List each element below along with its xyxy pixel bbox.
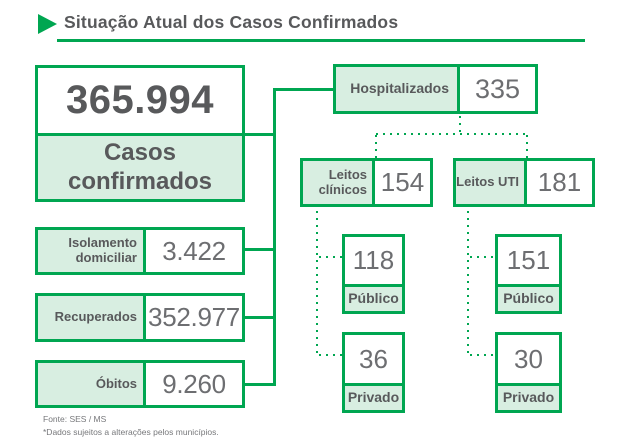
icu-beds-value: 181 (527, 161, 592, 204)
hospitalized-card: Hospitalizados 335 (333, 64, 538, 114)
connector-confirmed (245, 133, 273, 136)
clinical-private-label: Privado (345, 383, 402, 410)
dotted-stub-clinical-public (319, 256, 342, 258)
clinical-private-value: 36 (345, 335, 402, 383)
icu-public-label: Público (498, 284, 559, 311)
dotted-beds-crossbar (376, 133, 528, 135)
recovered-value: 352.977 (146, 296, 242, 339)
title-arrow-icon (38, 14, 57, 34)
clinical-beds-card: Leitos clínicos 154 (300, 158, 433, 207)
dotted-clinical-drop (375, 135, 377, 158)
connector-deaths (245, 383, 273, 386)
deaths-card: Óbitos 9.260 (35, 360, 245, 408)
footer-note: *Dados sujeitos a alterações pelos munic… (43, 426, 219, 437)
icu-private-value: 30 (498, 335, 559, 383)
icu-public-card: 151 Público (495, 234, 562, 314)
clinical-private-card: 36 Privado (342, 332, 405, 413)
hospitalized-value: 335 (460, 67, 535, 111)
clinical-public-label: Público (345, 284, 402, 311)
dotted-icu-drop (526, 135, 528, 158)
dotted-hospitalized-down (459, 116, 461, 133)
page-title: Situação Atual dos Casos Confirmados (64, 12, 399, 32)
icu-private-card: 30 Privado (495, 332, 562, 413)
footer: Fonte: SES / MS *Dados sujeitos a altera… (43, 413, 219, 439)
confirmed-cases-card: 365.994 Casos confirmados (35, 65, 245, 202)
hospitalized-label: Hospitalizados (336, 67, 460, 111)
deaths-value: 9.260 (146, 363, 242, 405)
dotted-clinical-column (316, 211, 318, 357)
connector-recovered (245, 316, 273, 319)
dotted-icu-column (467, 211, 469, 357)
confirmed-cases-value: 365.994 (38, 68, 242, 133)
clinical-public-value: 118 (345, 237, 402, 284)
clinical-beds-value: 154 (375, 161, 430, 204)
connector-isolation (245, 248, 273, 251)
dotted-stub-clinical-private (319, 354, 342, 356)
isolation-card: Isolamento domiciliar 3.422 (35, 227, 245, 275)
clinical-public-card: 118 Público (342, 234, 405, 314)
dotted-stub-icu-public (470, 256, 495, 258)
connector-hospitalized (275, 88, 333, 91)
dotted-stub-icu-private (470, 354, 495, 356)
isolation-value: 3.422 (146, 230, 242, 272)
footer-source: Fonte: SES / MS (43, 414, 107, 424)
clinical-beds-label: Leitos clínicos (303, 161, 375, 204)
icu-beds-card: Leitos UTI 181 (453, 158, 595, 207)
icu-beds-label: Leitos UTI (456, 161, 527, 204)
isolation-label: Isolamento domiciliar (38, 230, 146, 272)
icu-private-label: Privado (498, 383, 559, 410)
icu-public-value: 151 (498, 237, 559, 284)
recovered-label: Recuperados (38, 296, 146, 339)
confirmed-cases-label: Casos confirmados (38, 133, 242, 199)
recovered-card: Recuperados 352.977 (35, 293, 245, 342)
connector-trunk (273, 88, 276, 386)
title-underline (57, 39, 585, 42)
deaths-label: Óbitos (38, 363, 146, 405)
